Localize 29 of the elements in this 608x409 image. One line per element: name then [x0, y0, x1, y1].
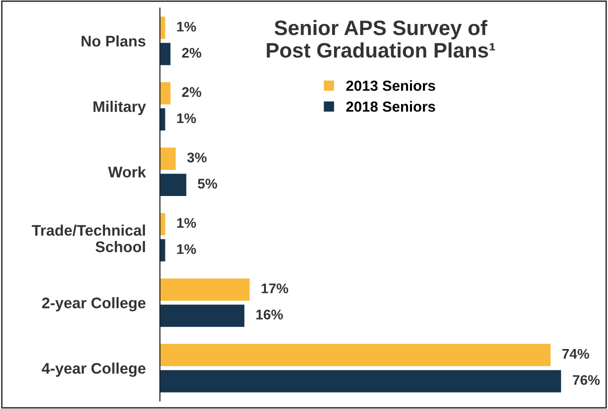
- bar: [160, 304, 244, 327]
- y-tick-label: 4-year College: [42, 362, 146, 377]
- bar: [160, 174, 186, 196]
- data-label: 3%: [187, 152, 207, 162]
- data-label: 1%: [177, 218, 196, 228]
- data-label: 76%: [572, 375, 600, 385]
- legend-label: 2018 Seniors: [346, 101, 436, 112]
- bar: [160, 278, 250, 301]
- legend-label: 2013 Seniors: [346, 80, 436, 91]
- data-label: 1%: [177, 244, 196, 254]
- text: Senior APS Survey of Post Graduation Plans¹: [266, 20, 496, 58]
- data-label: 1%: [177, 113, 196, 124]
- data-label: 1%: [177, 22, 196, 32]
- bar: [160, 42, 170, 66]
- data-label: 2%: [182, 87, 202, 97]
- data-label: 74%: [562, 348, 590, 359]
- y-tick-label: No Plans: [82, 35, 146, 47]
- y-tick-label: Work: [108, 166, 146, 178]
- data-label: 5%: [198, 178, 218, 189]
- data-label: 2%: [182, 48, 202, 58]
- bar: [160, 344, 551, 366]
- y-tick-label: Trade/Technical School: [32, 224, 145, 252]
- bar: [160, 370, 562, 392]
- y-tick-label: 2-year College: [42, 297, 146, 312]
- data-label: 16%: [256, 310, 283, 320]
- bar: [160, 148, 176, 170]
- bar: [160, 82, 170, 104]
- data-label: 17%: [262, 284, 288, 294]
- y-tick-label: Military: [94, 100, 146, 116]
